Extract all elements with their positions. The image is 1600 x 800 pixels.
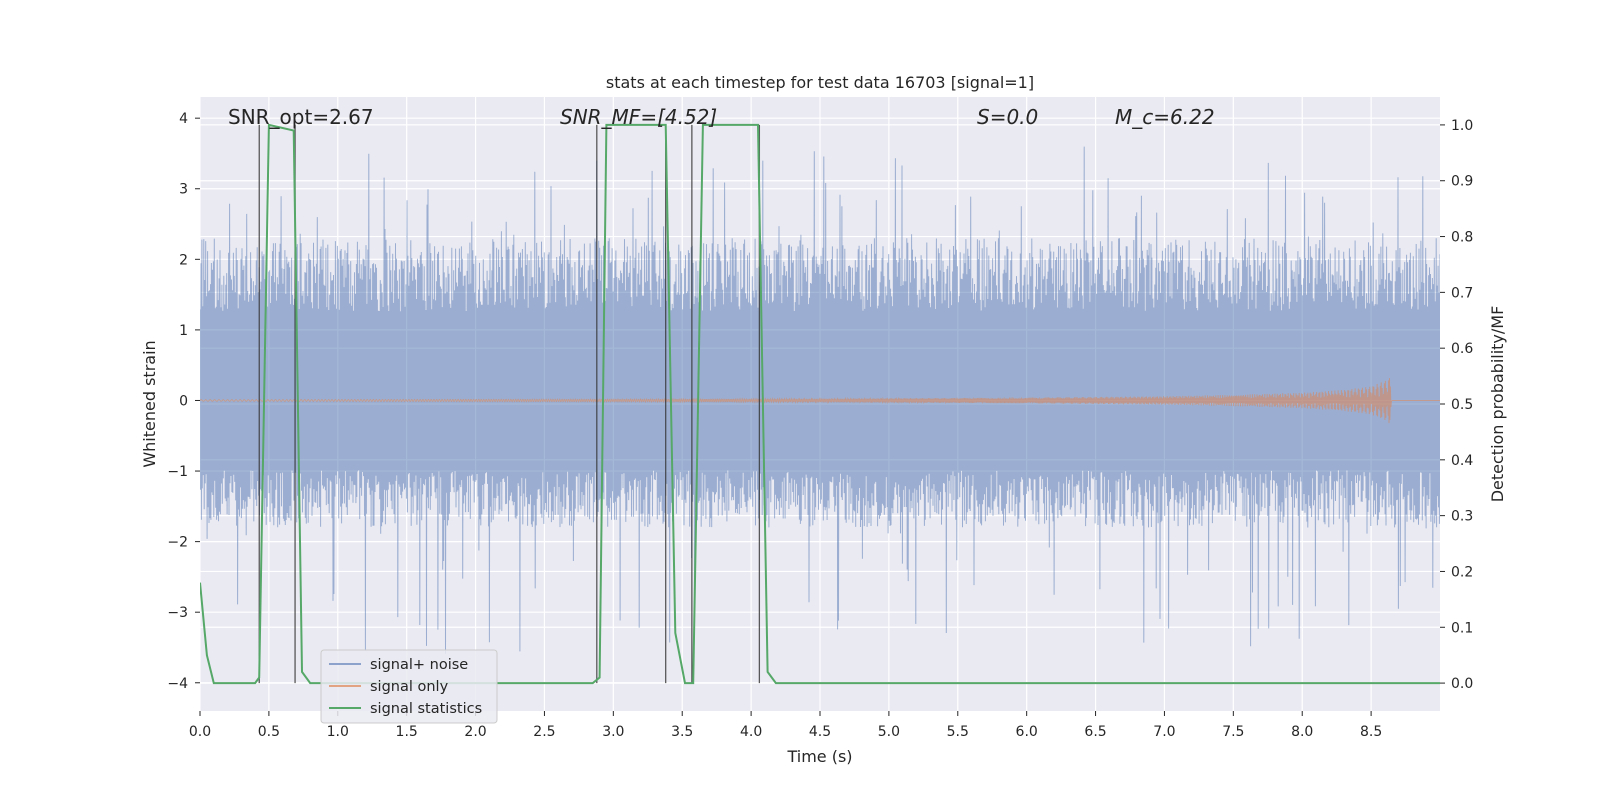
legend-label-signal-noise: signal+ noise — [370, 657, 468, 673]
right-y-tick-label: 0.4 — [1451, 453, 1473, 469]
x-axis: 0.0 0.5 1.0 1.5 2.0 2.5 3.0 3.5 4.0 4.5 5.0 5.5 6.0 6… — [189, 711, 1382, 740]
left-y-tick-label: 1 — [179, 323, 188, 339]
legend: signal+ noise signal only signal statist… — [320, 649, 498, 724]
legend-label-signal-statistics: signal statistics — [370, 701, 482, 717]
right-y-axis-label: Detection probability/MF — [1488, 306, 1507, 503]
x-tick-label: 6.5 — [1084, 724, 1106, 740]
annotation-snr-opt: SNR_opt=2.67 — [228, 105, 374, 129]
x-tick-label: 0.5 — [258, 724, 280, 740]
left-y-axis: −4 −3 −2 −1 0 1 2 3 4 — [167, 111, 200, 692]
left-y-tick-label: 3 — [179, 182, 188, 198]
right-y-tick-label: 0.8 — [1451, 230, 1473, 246]
x-tick-label: 3.0 — [602, 724, 624, 740]
x-tick-label: 1.0 — [327, 724, 349, 740]
right-y-axis: 0.0 0.1 0.2 0.3 0.4 0.5 0.6 0.7 0.8 0.9 1.0 — [1440, 118, 1473, 692]
x-tick-label: 6.0 — [1016, 724, 1038, 740]
right-y-tick-label: 0.1 — [1451, 620, 1473, 636]
annotation-snr-mf: SNR_MF=[4.52] — [560, 105, 717, 129]
x-tick-label: 7.5 — [1222, 724, 1244, 740]
x-tick-label: 2.0 — [464, 724, 486, 740]
x-tick-label: 8.0 — [1291, 724, 1313, 740]
signal-noise-series — [200, 146, 1440, 654]
annotation-mc: M_c=6.22 — [1115, 105, 1215, 129]
left-y-tick-label: −4 — [167, 676, 188, 692]
signal-only-series — [200, 378, 1440, 424]
x-tick-label: 5.0 — [878, 724, 900, 740]
right-y-tick-label: 0.0 — [1451, 676, 1473, 692]
left-y-tick-label: 0 — [179, 393, 188, 409]
right-y-tick-label: 0.9 — [1451, 174, 1473, 190]
x-tick-label: 3.5 — [671, 724, 693, 740]
left-y-tick-label: 4 — [179, 111, 188, 127]
right-y-tick-label: 0.7 — [1451, 285, 1473, 301]
chart-title: stats at each timestep for test data 167… — [606, 73, 1034, 92]
x-tick-label: 7.0 — [1153, 724, 1175, 740]
x-tick-label: 4.5 — [809, 724, 831, 740]
legend-label-signal-only: signal only — [370, 679, 449, 695]
left-y-tick-label: −1 — [167, 464, 188, 480]
x-tick-label: 4.0 — [740, 724, 762, 740]
annotation-s: S=0.0 — [977, 105, 1038, 129]
right-y-tick-label: 1.0 — [1451, 118, 1473, 134]
x-tick-label: 2.5 — [533, 724, 555, 740]
left-y-tick-label: 2 — [179, 252, 188, 268]
left-y-tick-label: −3 — [167, 605, 188, 621]
x-tick-label: 1.5 — [396, 724, 418, 740]
left-y-axis-label: Whitened strain — [140, 340, 159, 467]
left-y-tick-label: −2 — [167, 535, 188, 551]
legend-box — [320, 649, 498, 724]
right-y-tick-label: 0.2 — [1451, 564, 1473, 580]
x-tick-label: 8.5 — [1360, 724, 1382, 740]
signal-statistics-series — [200, 123, 1440, 685]
right-y-tick-label: 0.6 — [1451, 341, 1473, 357]
right-y-tick-label: 0.5 — [1451, 397, 1473, 413]
right-y-tick-label: 0.3 — [1451, 509, 1473, 525]
x-tick-label: 0.0 — [189, 724, 211, 740]
x-tick-label: 5.5 — [947, 724, 969, 740]
x-axis-label: Time (s) — [786, 747, 852, 766]
